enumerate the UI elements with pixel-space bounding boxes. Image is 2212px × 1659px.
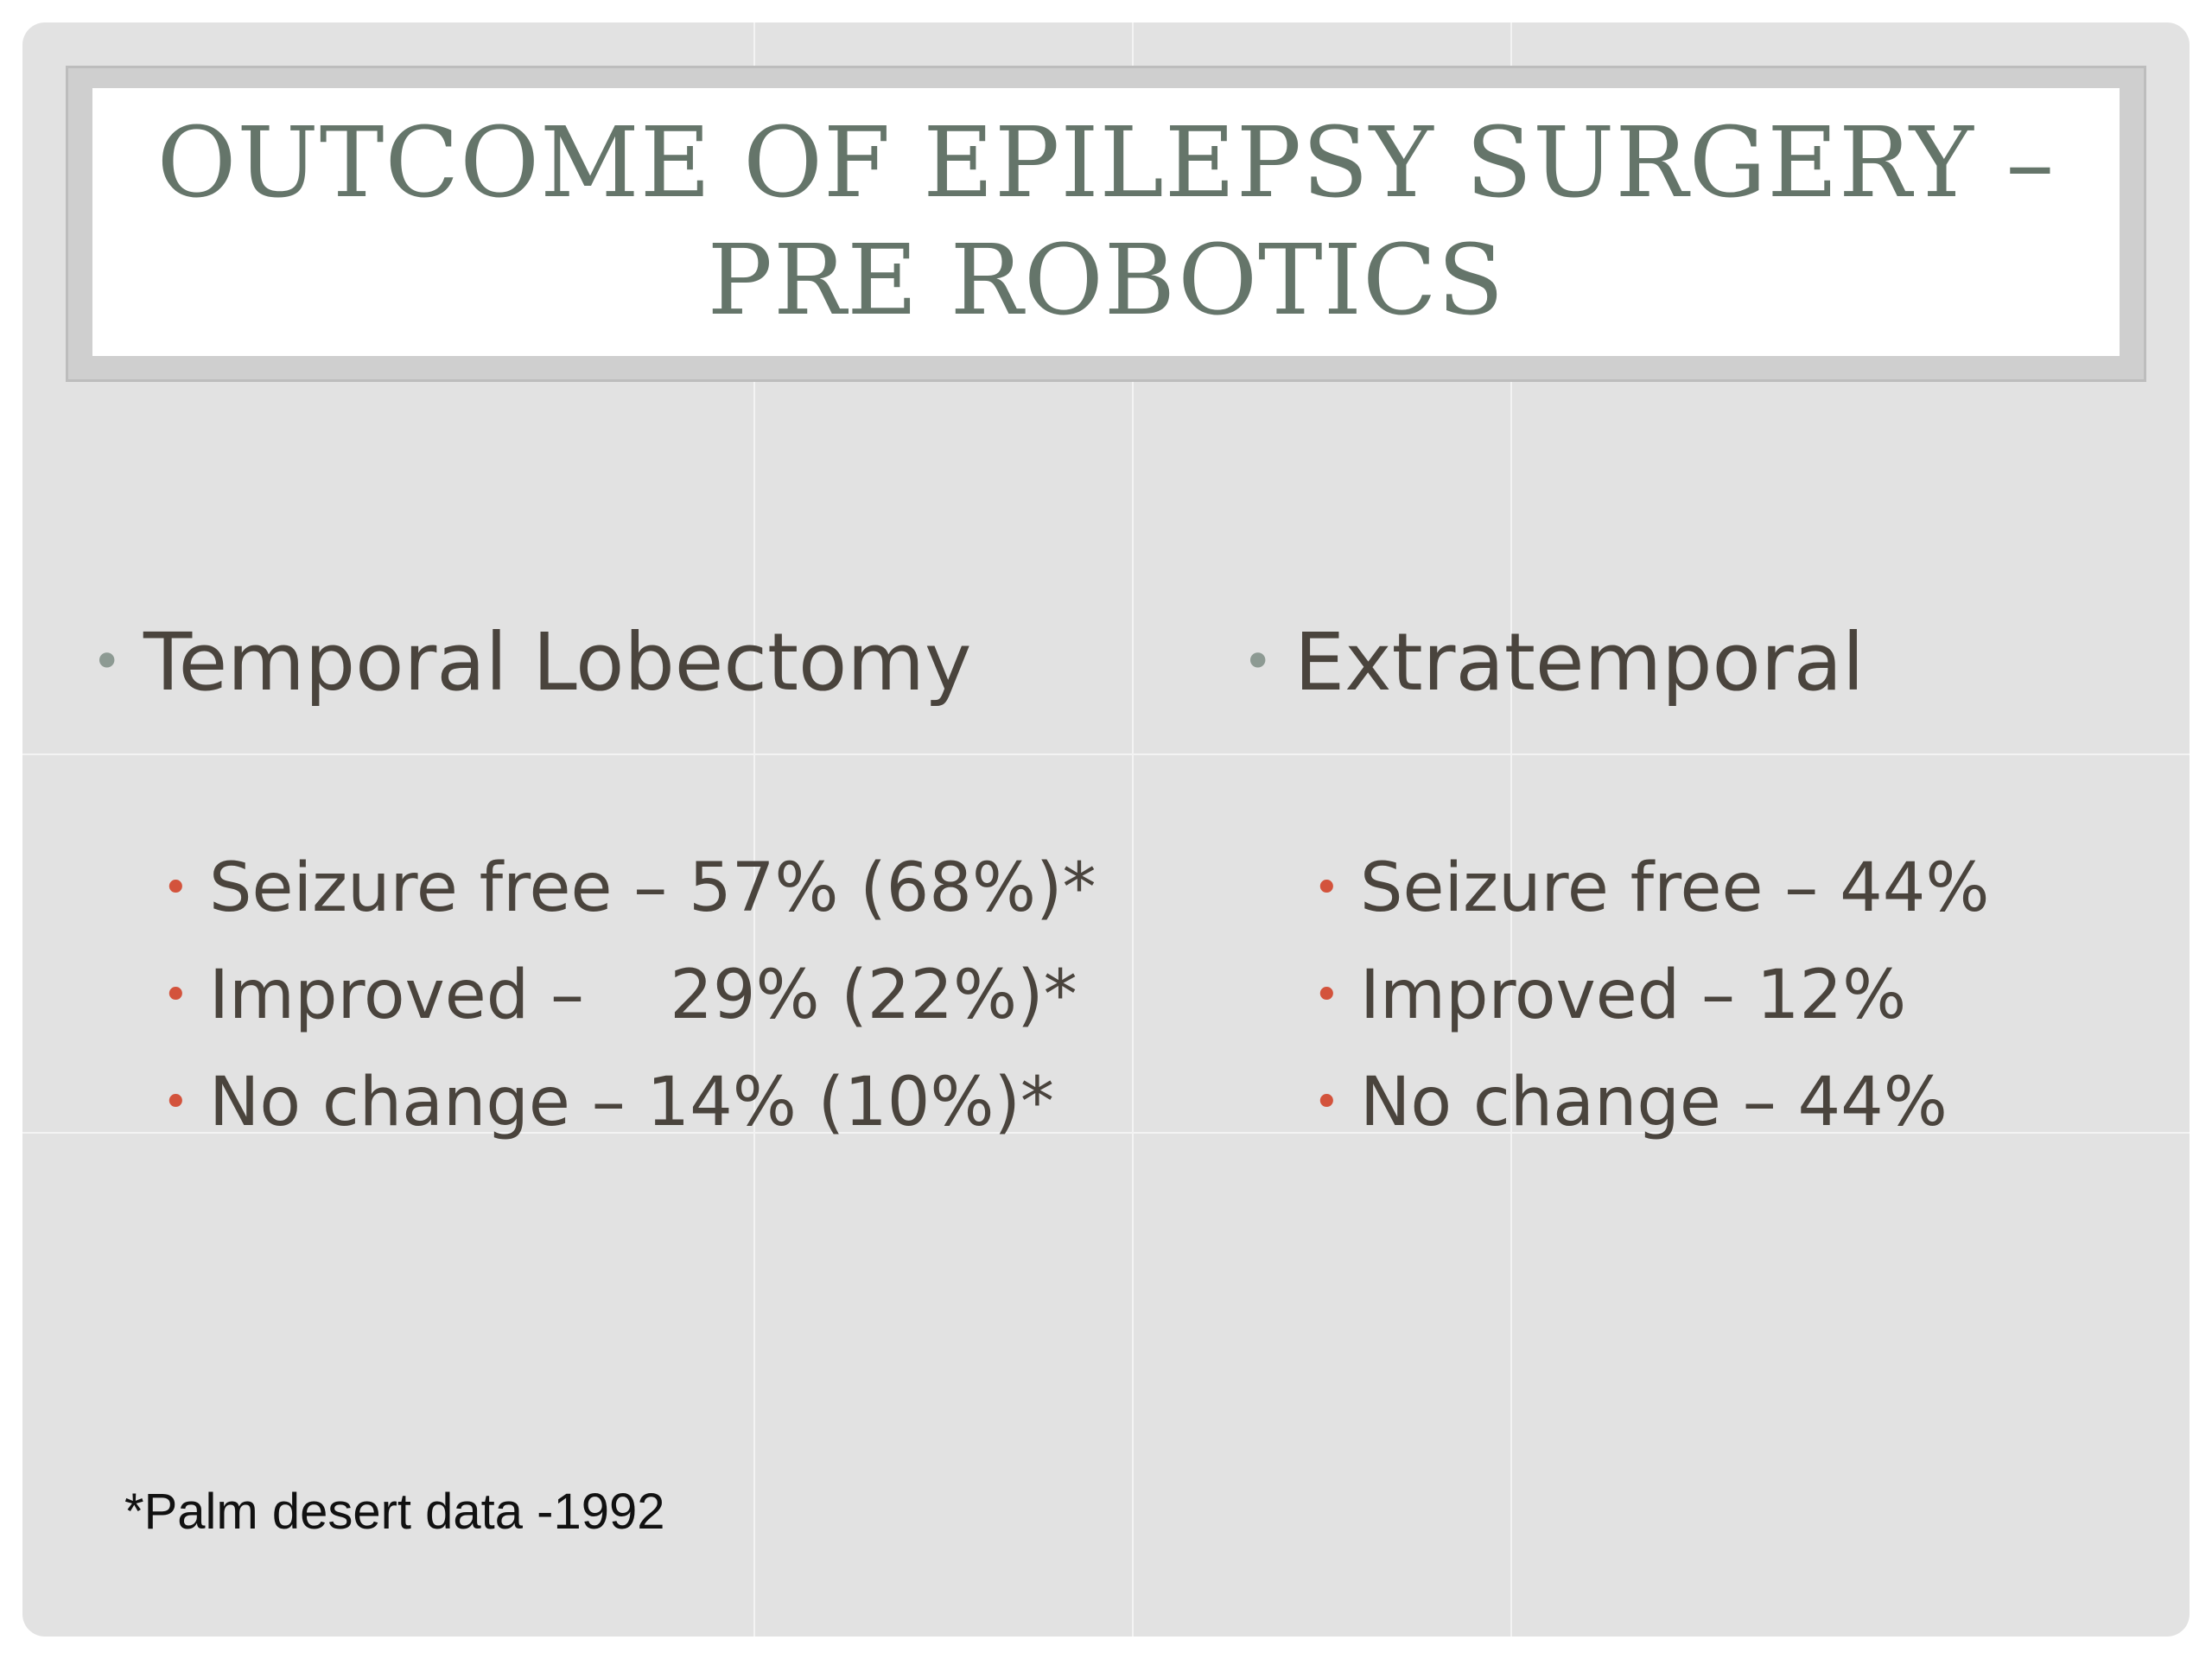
list-item-text: No change – 14% (10%)* (209, 1064, 1054, 1141)
left-heading: • Temporal Lobectomy (92, 610, 1096, 714)
list-item-text: Improved – 29% (22%)* (209, 957, 1077, 1034)
bullet-dot-icon: • (162, 969, 189, 1021)
left-sublist: • Seizure free – 57% (68%)* • Improved –… (162, 835, 1096, 1156)
bullet-dot-icon: • (1313, 969, 1340, 1021)
right-heading: • Extratemporal (1243, 610, 1989, 714)
list-item: • No change – 44% (1313, 1049, 1989, 1156)
list-item: • Improved – 12% (1313, 942, 1989, 1049)
title-box: OUTCOME OF EPILEPSY SURGERY – PRE ROBOTI… (92, 88, 2120, 356)
list-item: • Seizure free – 44% (1313, 835, 1989, 942)
title-frame: OUTCOME OF EPILEPSY SURGERY – PRE ROBOTI… (66, 66, 2146, 382)
bullet-dot-icon: • (92, 632, 123, 692)
grid-line (22, 753, 2190, 755)
bullet-dot-icon: • (1313, 862, 1340, 914)
left-column: • Temporal Lobectomy • Seizure free – 57… (92, 610, 1096, 1156)
bullet-dot-icon: • (162, 862, 189, 914)
grid-line (22, 1132, 2190, 1134)
slide-title-line-1: OUTCOME OF EPILEPSY SURGERY – (156, 107, 2056, 219)
list-item-text: Seizure free – 44% (1360, 849, 1990, 927)
grid-line (753, 22, 755, 1637)
list-item: • No change – 14% (10%)* (162, 1049, 1096, 1156)
grid-line (1510, 22, 1512, 1637)
grid-line (1132, 22, 1134, 1637)
list-item-text: Improved – 12% (1360, 957, 1907, 1034)
footnote: *Palm desert data -1992 (124, 1484, 665, 1540)
list-item: • Improved – 29% (22%)* (162, 942, 1096, 1049)
right-sublist: • Seizure free – 44% • Improved – 12% • … (1313, 835, 1989, 1156)
right-heading-text: Extratemporal (1294, 615, 1865, 709)
bullet-dot-icon: • (1243, 632, 1274, 692)
bullet-dot-icon: • (1313, 1077, 1340, 1128)
slide-title-line-2: PRE ROBOTICS (707, 225, 1505, 337)
list-item: • Seizure free – 57% (68%)* (162, 835, 1096, 942)
slide: OUTCOME OF EPILEPSY SURGERY – PRE ROBOTI… (22, 22, 2190, 1637)
list-item-text: Seizure free – 57% (68%)* (209, 849, 1096, 927)
bullet-dot-icon: • (162, 1077, 189, 1128)
list-item-text: No change – 44% (1360, 1064, 1948, 1141)
left-heading-text: Temporal Lobectomy (143, 615, 972, 709)
right-column: • Extratemporal • Seizure free – 44% • I… (1243, 610, 1989, 1156)
